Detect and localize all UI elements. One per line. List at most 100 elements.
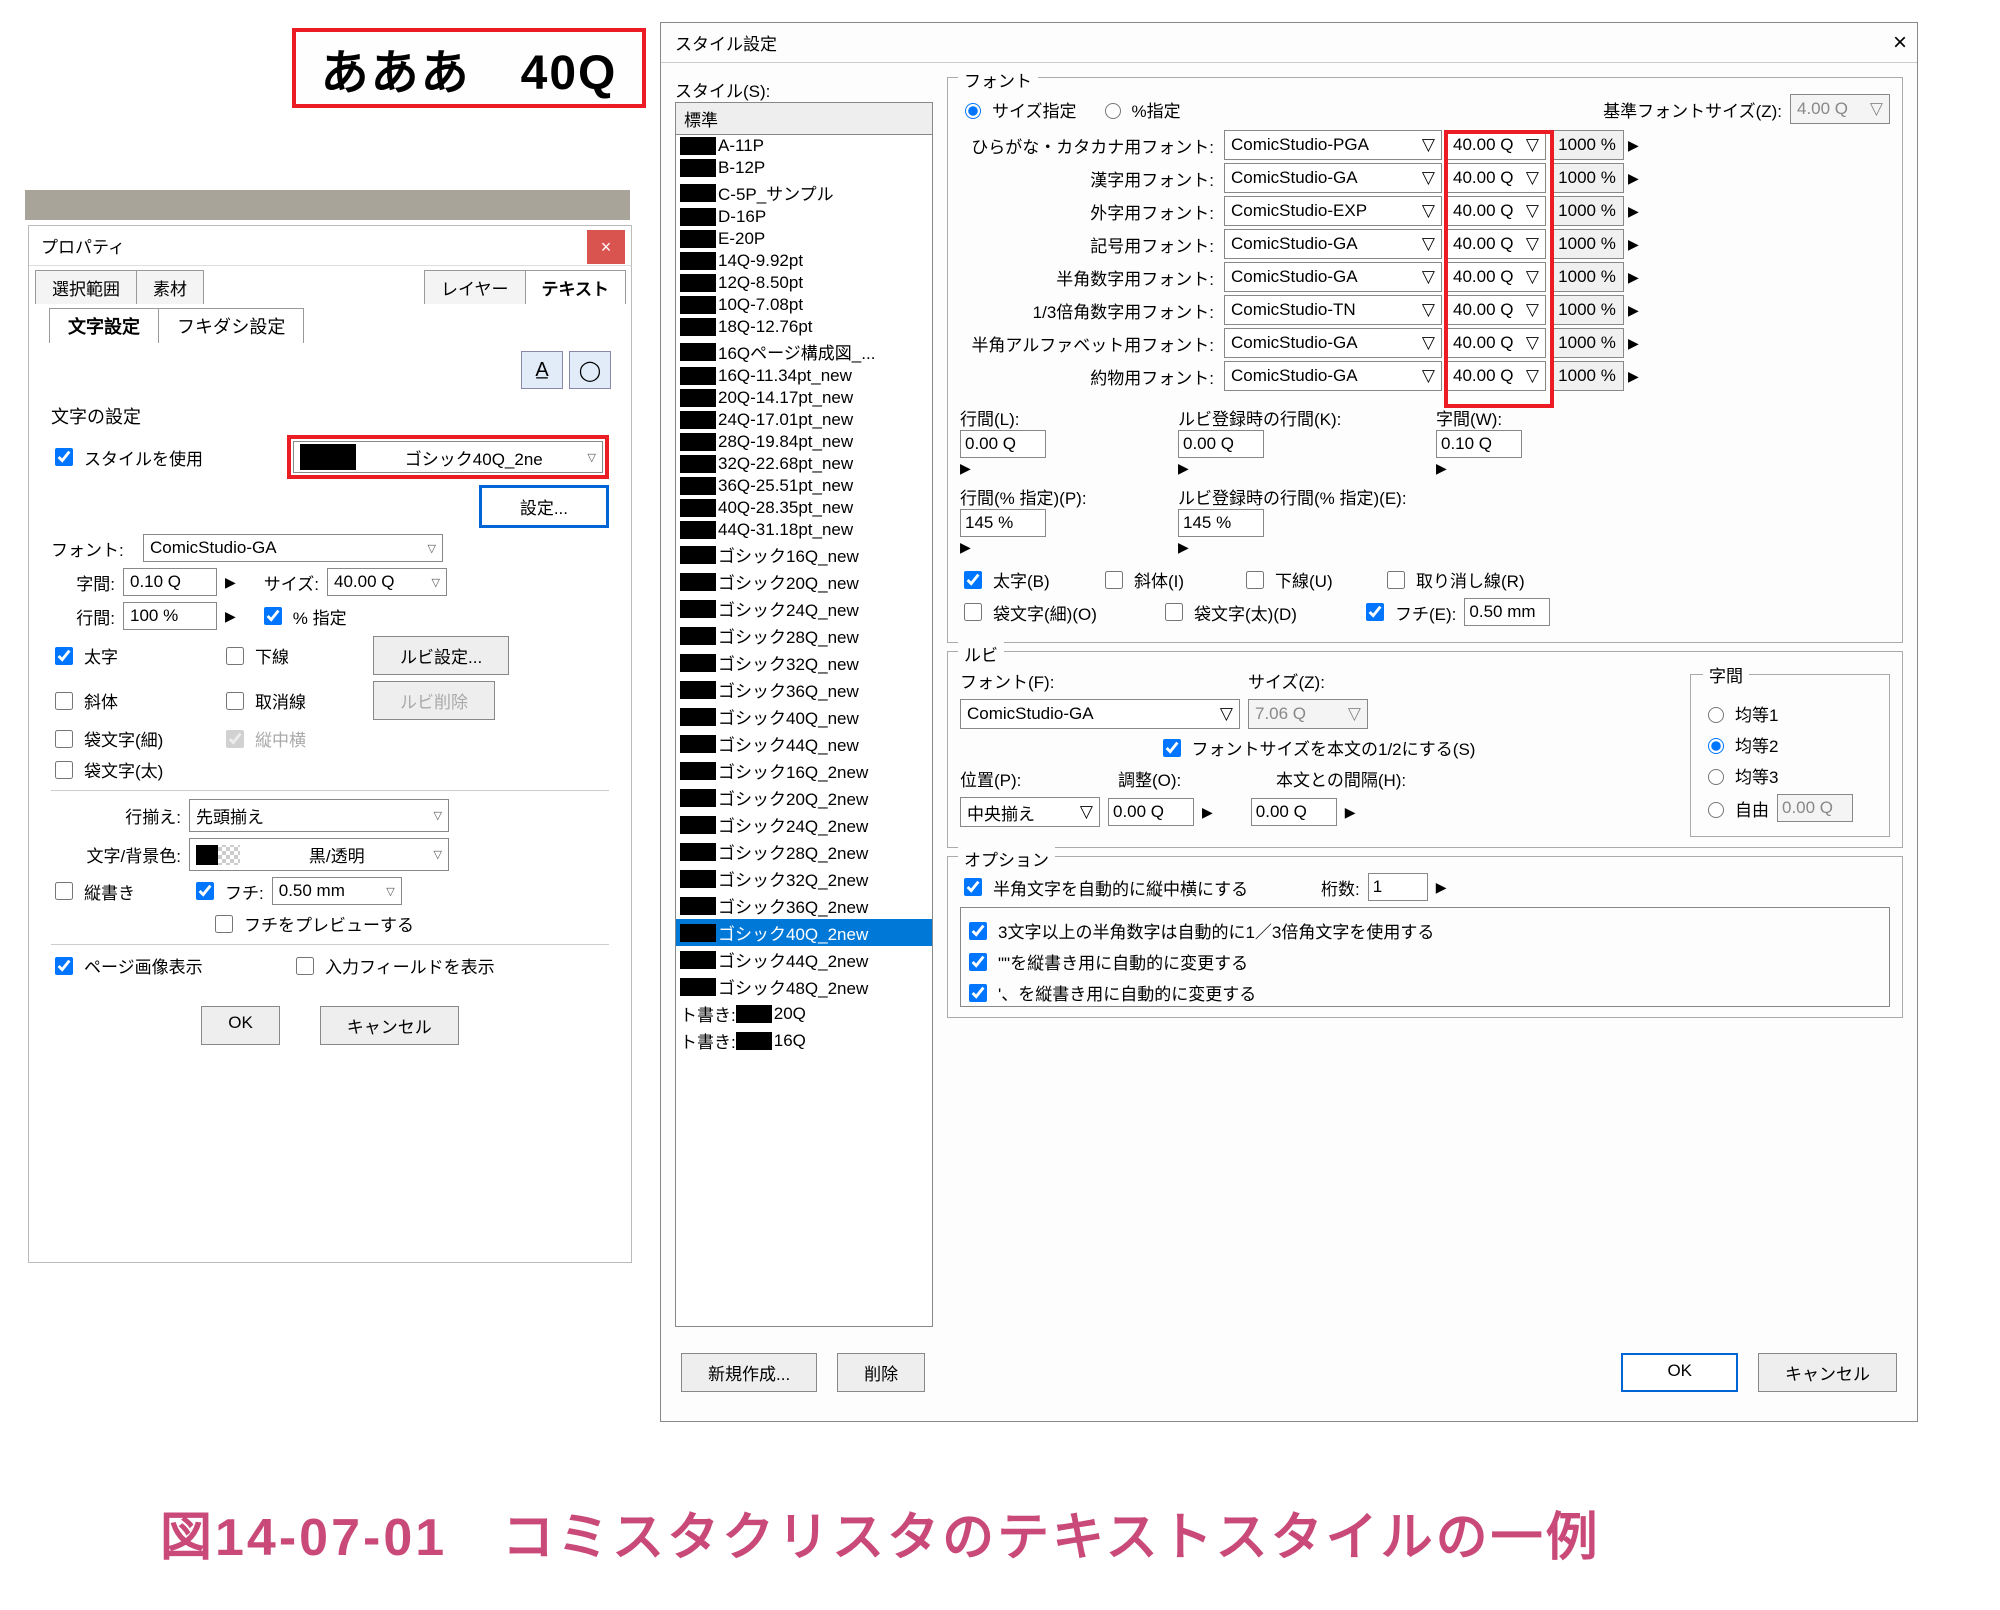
- font-combo[interactable]: ComicStudio-GA▽: [1224, 361, 1442, 391]
- list-item[interactable]: ゴシック24Q_new: [676, 595, 932, 622]
- input-field-checkbox[interactable]: [296, 957, 314, 975]
- list-item[interactable]: 16Q-11.34pt_new: [676, 365, 932, 387]
- kinto2-radio[interactable]: [1708, 738, 1724, 754]
- close-button[interactable]: ×: [587, 230, 625, 264]
- underline-u-checkbox[interactable]: [1246, 571, 1264, 589]
- list-item[interactable]: 40Q-28.35pt_new: [676, 497, 932, 519]
- font-combo[interactable]: ComicStudio-EXP▽: [1224, 196, 1442, 226]
- list-item[interactable]: ゴシック28Q_2new: [676, 838, 932, 865]
- list-item[interactable]: ゴシック40Q_new: [676, 703, 932, 730]
- fukuro-thick-checkbox[interactable]: [55, 761, 73, 779]
- underline-checkbox[interactable]: [226, 647, 244, 665]
- pct-spec-checkbox[interactable]: [264, 607, 282, 625]
- list-item[interactable]: ゴシック48Q_2new: [676, 973, 932, 1000]
- size-input[interactable]: 40.00 Q▽: [1446, 328, 1546, 358]
- size-input[interactable]: 40.00 Q▽: [1446, 196, 1546, 226]
- ruby-e-input[interactable]: 145 %: [1178, 509, 1264, 537]
- font-combo[interactable]: ComicStudio-GA▽: [1224, 229, 1442, 259]
- list-item[interactable]: 16Qページ構成図_...: [676, 338, 932, 365]
- style-list[interactable]: 標準 A-11PB-12PC-5P_サンプルD-16PE-20P14Q-9.92…: [675, 102, 933, 1327]
- tab-layer[interactable]: レイヤー: [424, 270, 526, 304]
- tab-text[interactable]: テキスト: [525, 270, 627, 304]
- list-item[interactable]: C-5P_サンプル: [676, 179, 932, 206]
- cancel-button[interactable]: キャンセル: [320, 1006, 459, 1045]
- jikan-input[interactable]: 0.10 Q: [123, 568, 217, 596]
- use-style-checkbox[interactable]: [55, 448, 73, 466]
- ok-button[interactable]: OK: [201, 1006, 280, 1045]
- list-item[interactable]: A-11P: [676, 135, 932, 157]
- size-dropdown[interactable]: 40.00 Q▽: [327, 568, 447, 596]
- list-item[interactable]: ト書き:20Q: [676, 1000, 932, 1027]
- free-radio[interactable]: [1708, 802, 1724, 818]
- align-dropdown[interactable]: 先頭揃え▽: [189, 799, 449, 832]
- keta-input[interactable]: 1: [1368, 873, 1428, 901]
- list-item[interactable]: ゴシック32Q_new: [676, 649, 932, 676]
- font-combo[interactable]: ComicStudio-GA▽: [1224, 163, 1442, 193]
- kinto1-radio[interactable]: [1708, 707, 1724, 723]
- list-item[interactable]: D-16P: [676, 206, 932, 228]
- list-item[interactable]: ト書き:16Q: [676, 1027, 932, 1054]
- bold-b-checkbox[interactable]: [964, 571, 982, 589]
- list-item[interactable]: 12Q-8.50pt: [676, 272, 932, 294]
- opt-tatechu-checkbox[interactable]: [964, 878, 982, 896]
- text-frame-icon[interactable]: A̲: [521, 351, 563, 389]
- gyokan-input[interactable]: 100 %: [123, 602, 217, 630]
- opt3-checkbox[interactable]: [969, 984, 987, 1002]
- font-combo[interactable]: ComicStudio-GA▽: [1224, 262, 1442, 292]
- tab-material[interactable]: 素材: [136, 270, 204, 304]
- list-item[interactable]: ゴシック40Q_2new: [676, 919, 932, 946]
- opt2-checkbox[interactable]: [969, 953, 987, 971]
- size-input[interactable]: 40.00 Q▽: [1446, 361, 1546, 391]
- ruby-font-dropdown[interactable]: ComicStudio-GA▽: [960, 699, 1240, 729]
- list-item[interactable]: 32Q-22.68pt_new: [676, 453, 932, 475]
- fuchi-dropdown[interactable]: 0.50 mm▽: [272, 877, 402, 905]
- list-item[interactable]: 36Q-25.51pt_new: [676, 475, 932, 497]
- new-button[interactable]: 新規作成...: [681, 1353, 817, 1392]
- gyokan-l-input[interactable]: 0.00 Q: [960, 430, 1046, 458]
- list-item[interactable]: ゴシック36Q_2new: [676, 892, 932, 919]
- size-input[interactable]: 40.00 Q▽: [1446, 229, 1546, 259]
- strike-checkbox[interactable]: [226, 692, 244, 710]
- subtab-balloon[interactable]: フキダシ設定: [158, 308, 304, 343]
- ruby-half-checkbox[interactable]: [1163, 739, 1181, 757]
- list-item[interactable]: 24Q-17.01pt_new: [676, 409, 932, 431]
- dialog-ok-button[interactable]: OK: [1621, 1353, 1738, 1392]
- list-item[interactable]: ゴシック24Q_2new: [676, 811, 932, 838]
- ruby-settings-button[interactable]: ルビ設定...: [373, 636, 509, 675]
- list-item[interactable]: ゴシック32Q_2new: [676, 865, 932, 892]
- font-combo[interactable]: ComicStudio-TN▽: [1224, 295, 1442, 325]
- fuchi-e-checkbox[interactable]: [1366, 603, 1384, 621]
- list-item[interactable]: 44Q-31.18pt_new: [676, 519, 932, 541]
- opt1-checkbox[interactable]: [969, 922, 987, 940]
- subtab-char[interactable]: 文字設定: [49, 308, 159, 343]
- list-item[interactable]: ゴシック20Q_new: [676, 568, 932, 595]
- tri-icon[interactable]: ▶: [225, 574, 236, 591]
- list-item[interactable]: 14Q-9.92pt: [676, 250, 932, 272]
- ruby-pos-dropdown[interactable]: 中央揃え▽: [960, 797, 1100, 827]
- tab-selection[interactable]: 選択範囲: [35, 270, 137, 304]
- list-item[interactable]: 28Q-19.84pt_new: [676, 431, 932, 453]
- kinto3-radio[interactable]: [1708, 769, 1724, 785]
- page-img-checkbox[interactable]: [55, 957, 73, 975]
- italic-checkbox[interactable]: [55, 692, 73, 710]
- size-input[interactable]: 40.00 Q▽: [1446, 262, 1546, 292]
- fuchi-checkbox[interactable]: [196, 882, 214, 900]
- size-input[interactable]: 40.00 Q▽: [1446, 295, 1546, 325]
- bold-checkbox[interactable]: [55, 647, 73, 665]
- dialog-cancel-button[interactable]: キャンセル: [1758, 1353, 1897, 1392]
- font-combo[interactable]: ComicStudio-PGA▽: [1224, 130, 1442, 160]
- size-input[interactable]: 40.00 Q▽: [1446, 163, 1546, 193]
- list-item[interactable]: ゴシック20Q_2new: [676, 784, 932, 811]
- list-item[interactable]: 18Q-12.76pt: [676, 316, 932, 338]
- delete-button[interactable]: 削除: [837, 1353, 925, 1392]
- list-item[interactable]: ゴシック44Q_new: [676, 730, 932, 757]
- fukuro-thick-d-checkbox[interactable]: [1165, 603, 1183, 621]
- settings-button[interactable]: 設定...: [479, 485, 609, 528]
- pct-spec-radio[interactable]: [1105, 103, 1121, 119]
- ruby-adj-input[interactable]: 0.00 Q: [1108, 798, 1194, 826]
- size-spec-radio[interactable]: [965, 103, 981, 119]
- style-dropdown[interactable]: ゴシック40Q_2ne ▽: [293, 441, 603, 473]
- list-item[interactable]: ゴシック36Q_new: [676, 676, 932, 703]
- vertical-checkbox[interactable]: [55, 882, 73, 900]
- list-item[interactable]: 10Q-7.08pt: [676, 294, 932, 316]
